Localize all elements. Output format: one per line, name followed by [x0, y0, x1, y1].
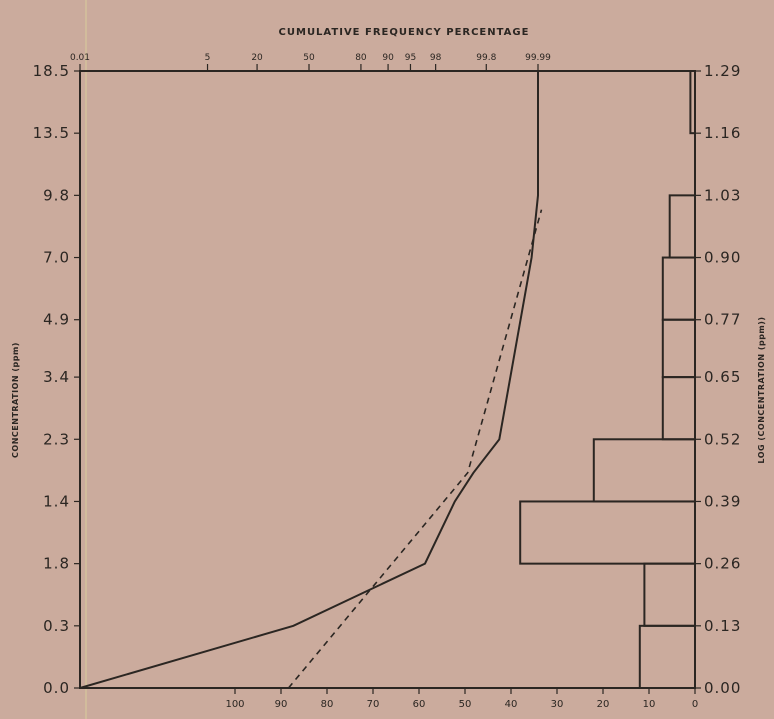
histogram-bar	[668, 194, 697, 259]
top-tick-label: 5	[205, 53, 211, 63]
right-tick-label: 1.03	[704, 186, 741, 204]
top-tick-label: 80	[355, 53, 367, 63]
left-tick-label: 3.4	[43, 368, 70, 386]
fitted-distribution-line	[287, 209, 543, 689]
histogram-bar	[592, 438, 696, 503]
left-ticks: 18.5 13.5 9.8 7.0 4.9 3.4 2.3 1.4 1.8 0.3 0.0	[33, 62, 80, 697]
left-tick-label: 1.8	[43, 555, 70, 573]
histogram-bar	[519, 500, 697, 565]
top-tick-label: 20	[251, 53, 263, 63]
right-tick-label: 0.90	[704, 249, 741, 267]
bottom-tick-label: 50	[459, 699, 472, 710]
right-tick-label: 0.65	[704, 368, 741, 386]
bottom-tick-label: 80	[321, 699, 334, 710]
top-tick-label: 0.01	[70, 53, 90, 63]
top-tick-label: 95	[405, 53, 416, 63]
top-tick-label: 99.99	[525, 53, 551, 63]
top-axis-title: CUMULATIVE FREQUENCY PERCENTAGE	[279, 27, 530, 38]
bottom-tick-label: 100	[225, 699, 244, 710]
left-tick-label: 4.9	[43, 311, 70, 329]
bottom-tick-label: 90	[275, 699, 288, 710]
left-tick-label: 2.3	[43, 430, 70, 448]
right-ticks: 1.29 1.16 1.03 0.90 0.77 0.65 0.52 0.39 0.26 0.13…	[695, 62, 741, 697]
histogram-bar	[661, 318, 696, 379]
top-ticks: 0.01 5 20 50 80 90 95 98 99.8 99.99	[70, 53, 551, 71]
right-tick-label: 0.00	[704, 679, 741, 697]
left-axis-label: CONCENTRATION (ppm)	[11, 342, 20, 458]
top-tick-label: 50	[303, 53, 315, 63]
bottom-tick-label: 30	[551, 699, 564, 710]
left-tick-label: 9.8	[43, 186, 70, 204]
right-tick-label: 0.13	[704, 617, 741, 635]
right-tick-label: 0.39	[704, 492, 741, 510]
bottom-tick-label: 60	[413, 699, 426, 710]
top-tick-label: 90	[382, 53, 394, 63]
left-tick-label: 13.5	[33, 124, 70, 142]
plot-frame	[79, 70, 696, 689]
bottom-tick-label: 70	[367, 699, 380, 710]
right-tick-label: 0.77	[704, 311, 741, 329]
left-tick-label: 0.0	[43, 679, 70, 697]
bottom-tick-label: 40	[505, 699, 518, 710]
histogram-bar	[661, 376, 696, 441]
right-tick-label: 0.52	[704, 430, 741, 448]
left-tick-label: 18.5	[33, 62, 70, 80]
left-tick-label: 0.3	[43, 617, 70, 635]
bottom-tick-label: 20	[597, 699, 610, 710]
top-tick-label: 99.8	[476, 53, 496, 63]
left-tick-label: 7.0	[43, 249, 70, 267]
left-tick-label: 1.4	[43, 492, 70, 510]
right-tick-label: 0.26	[704, 555, 741, 573]
observed-cumulative-line	[79, 71, 539, 689]
top-tick-label: 98	[430, 53, 442, 63]
histogram-bar	[643, 562, 697, 627]
histogram-bar	[689, 70, 697, 135]
bottom-tick-label: 10	[643, 699, 656, 710]
histogram	[519, 70, 697, 690]
curves	[79, 71, 543, 689]
right-axis-label: LOG (CONCENTRATION (ppm))	[757, 316, 766, 463]
right-tick-label: 1.16	[704, 124, 741, 142]
bottom-tick-label: 0	[692, 699, 698, 710]
bottom-ticks: 100 90 80 70 60 50 40 30 20 10 0	[225, 688, 698, 710]
histogram-bar	[638, 624, 696, 690]
histogram-bar	[661, 256, 696, 321]
right-tick-label: 1.29	[704, 62, 741, 80]
